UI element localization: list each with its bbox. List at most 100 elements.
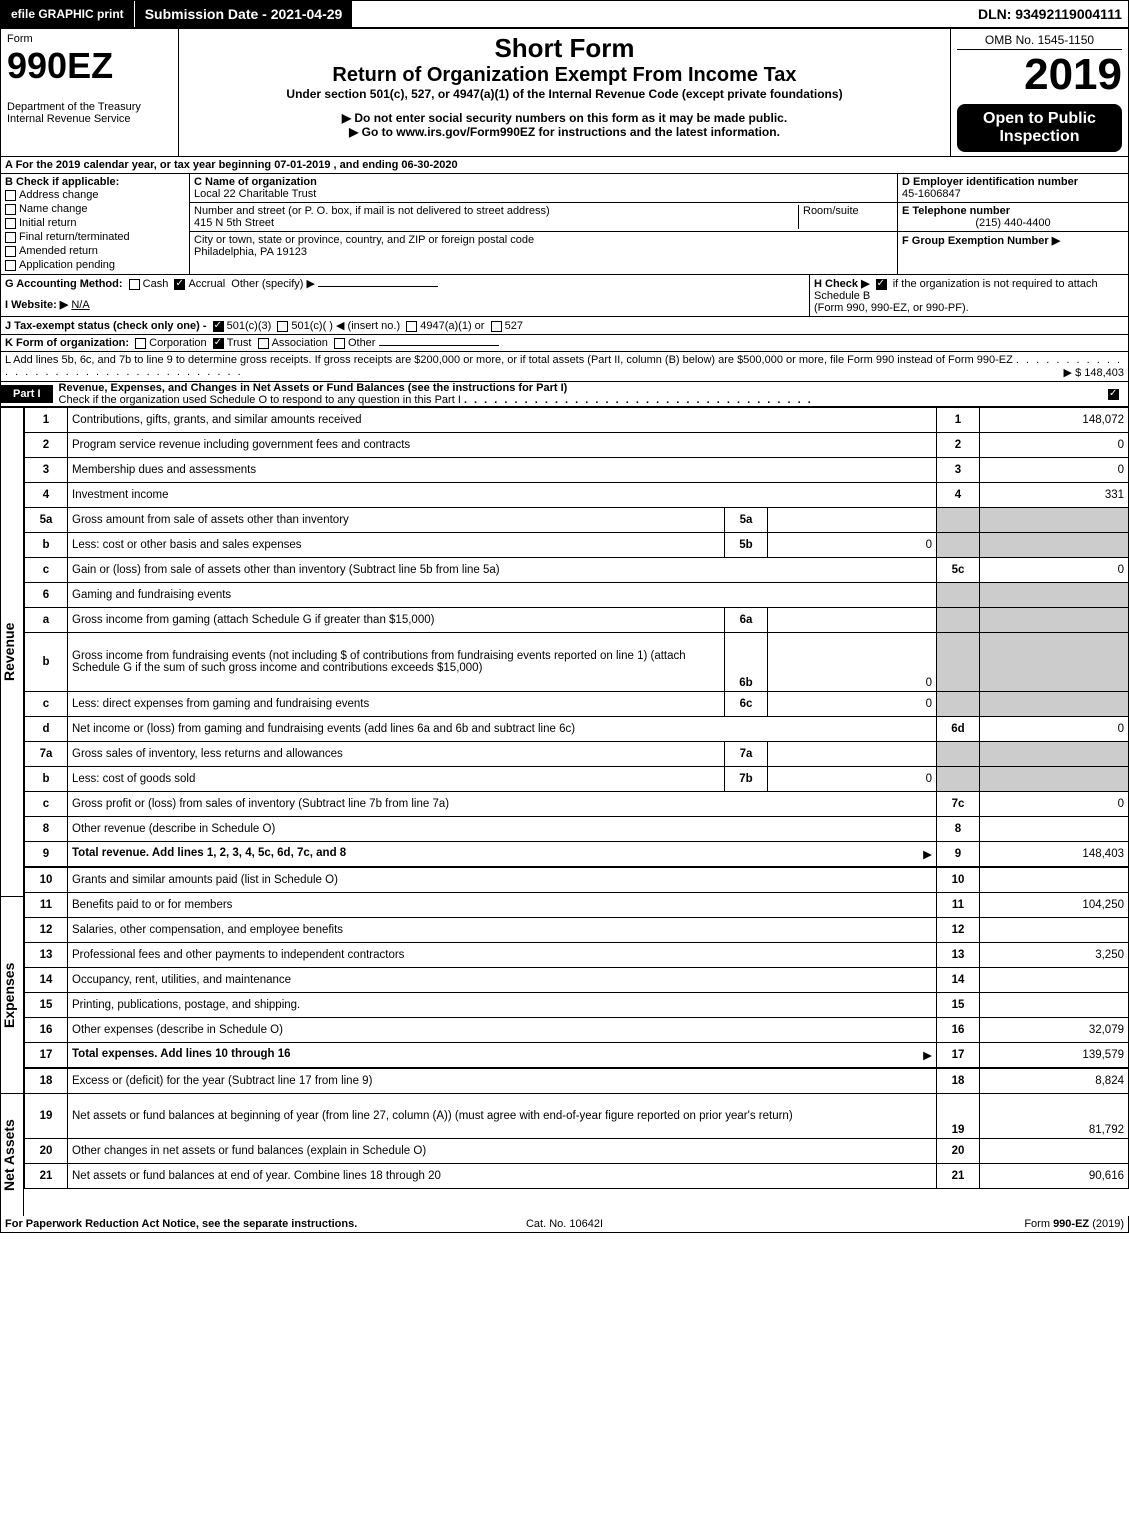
amt-4: 331 xyxy=(980,483,1129,508)
opt-501c: 501(c)( ) ◀ (insert no.) xyxy=(291,320,400,332)
section-a-text: A For the 2019 calendar year, or tax yea… xyxy=(1,157,462,173)
netassets-table: 18Excess or (deficit) for the year (Subt… xyxy=(24,1068,1129,1189)
section-k: K Form of organization: Corporation Trus… xyxy=(0,335,1129,352)
checkbox-amended[interactable] xyxy=(5,246,16,257)
section-b: B Check if applicable: Address change Na… xyxy=(1,174,190,274)
checkbox-final-return[interactable] xyxy=(5,232,16,243)
checkbox-assoc[interactable] xyxy=(258,338,269,349)
checkbox-trust[interactable] xyxy=(213,338,224,349)
checkbox-4947[interactable] xyxy=(406,321,417,332)
part1-header: Part I Revenue, Expenses, and Changes in… xyxy=(0,382,1129,407)
label-expenses-vertical: Expenses xyxy=(0,896,24,1093)
checkbox-name-change[interactable] xyxy=(5,204,16,215)
amt-6d: 0 xyxy=(980,717,1129,742)
checkbox-cash[interactable] xyxy=(129,279,140,290)
open-public-badge: Open to Public Inspection xyxy=(957,104,1122,152)
label-i: I Website: ▶ xyxy=(5,299,68,311)
label-application-pending: Application pending xyxy=(19,259,115,271)
submission-date: Submission Date - 2021-04-29 xyxy=(135,1,353,27)
section-l: L Add lines 5b, 6c, and 7b to line 9 to … xyxy=(0,352,1129,382)
line-17: 17Total expenses. Add lines 10 through 1… xyxy=(25,1043,1129,1068)
label-initial-return: Initial return xyxy=(19,217,76,229)
opt-other-org: Other xyxy=(348,337,376,349)
label-phone: E Telephone number xyxy=(902,205,1010,217)
label-final-return: Final return/terminated xyxy=(19,231,130,243)
checkbox-accrual[interactable] xyxy=(174,279,185,290)
label-org-name: C Name of organization xyxy=(194,176,317,188)
amt-9: 148,403 xyxy=(980,842,1129,867)
section-j: J Tax-exempt status (check only one) - 5… xyxy=(0,317,1129,335)
phone: (215) 440-4400 xyxy=(902,217,1124,229)
label-netassets-vertical: Net Assets xyxy=(0,1093,24,1216)
line-16: 16Other expenses (describe in Schedule O… xyxy=(25,1018,1129,1043)
checkbox-initial-return[interactable] xyxy=(5,218,16,229)
line-14: 14Occupancy, rent, utilities, and mainte… xyxy=(25,968,1129,993)
checkbox-501c[interactable] xyxy=(277,321,288,332)
website-value: N/A xyxy=(71,299,89,311)
l-amount: ▶ $ 148,403 xyxy=(1064,366,1124,379)
amt-16: 32,079 xyxy=(980,1018,1129,1043)
footer-mid: Cat. No. 10642I xyxy=(378,1218,751,1230)
part1-title: Revenue, Expenses, and Changes in Net As… xyxy=(59,382,568,394)
expenses-table: 10Grants and similar amounts paid (list … xyxy=(24,867,1129,1068)
checkbox-501c3[interactable] xyxy=(213,321,224,332)
footer-right: Form 990-EZ (2019) xyxy=(751,1218,1124,1230)
amt-5c: 0 xyxy=(980,558,1129,583)
form-word: Form xyxy=(7,33,172,45)
section-bcdef: B Check if applicable: Address change Na… xyxy=(0,174,1129,275)
tax-year: 2019 xyxy=(957,50,1122,100)
line-10: 10Grants and similar amounts paid (list … xyxy=(25,868,1129,893)
amt-13: 3,250 xyxy=(980,943,1129,968)
checkbox-h[interactable] xyxy=(876,279,887,290)
label-city: City or town, state or province, country… xyxy=(194,234,534,246)
section-gh: G Accounting Method: Cash Accrual Other … xyxy=(0,275,1129,317)
amt-11: 104,250 xyxy=(980,893,1129,918)
label-room: Room/suite xyxy=(798,205,893,229)
label-j: J Tax-exempt status (check only one) - xyxy=(5,320,207,332)
checkbox-527[interactable] xyxy=(491,321,502,332)
part1-label: Part I xyxy=(1,385,53,403)
ein: 45-1606847 xyxy=(902,188,961,200)
amt-3: 0 xyxy=(980,458,1129,483)
line-15: 15Printing, publications, postage, and s… xyxy=(25,993,1129,1018)
checkbox-part1-scho[interactable] xyxy=(1108,389,1119,400)
checkbox-corp[interactable] xyxy=(135,338,146,349)
note-goto: ▶ Go to www.irs.gov/Form990EZ for instru… xyxy=(185,125,944,139)
top-bar: efile GRAPHIC print Submission Date - 20… xyxy=(0,0,1129,28)
l-text: L Add lines 5b, 6c, and 7b to line 9 to … xyxy=(5,354,1013,366)
line-7c: cGross profit or (loss) from sales of in… xyxy=(25,792,1129,817)
line-13: 13Professional fees and other payments t… xyxy=(25,943,1129,968)
label-ein: D Employer identification number xyxy=(902,176,1078,188)
line-8: 8Other revenue (describe in Schedule O)8 xyxy=(25,817,1129,842)
opt-trust: Trust xyxy=(227,337,252,349)
line-6: 6Gaming and fundraising events xyxy=(25,583,1129,608)
label-cash: Cash xyxy=(143,278,169,290)
checkbox-other-org[interactable] xyxy=(334,338,345,349)
revenue-table: 1Contributions, gifts, grants, and simil… xyxy=(24,407,1129,867)
label-other-method: Other (specify) ▶ xyxy=(231,278,315,290)
amt-19: 81,792 xyxy=(980,1094,1129,1139)
amt-7c: 0 xyxy=(980,792,1129,817)
line-7a: 7aGross sales of inventory, less returns… xyxy=(25,742,1129,767)
line-6a: aGross income from gaming (attach Schedu… xyxy=(25,608,1129,633)
label-name-change: Name change xyxy=(19,203,88,215)
opt-4947: 4947(a)(1) or xyxy=(420,320,484,332)
address: 415 N 5th Street xyxy=(194,217,274,229)
amt-18: 8,824 xyxy=(980,1069,1129,1094)
label-group-exemption: F Group Exemption Number ▶ xyxy=(902,235,1060,247)
page-footer: For Paperwork Reduction Act Notice, see … xyxy=(0,1216,1129,1233)
checkbox-address-change[interactable] xyxy=(5,190,16,201)
amt-2: 0 xyxy=(980,433,1129,458)
line-6c: cLess: direct expenses from gaming and f… xyxy=(25,692,1129,717)
label-accrual: Accrual xyxy=(188,278,225,290)
line-9: 9Total revenue. Add lines 1, 2, 3, 4, 5c… xyxy=(25,842,1129,867)
other-org-input[interactable] xyxy=(379,345,499,346)
other-method-input[interactable] xyxy=(318,286,438,287)
efile-print-button[interactable]: efile GRAPHIC print xyxy=(1,1,135,27)
form-header: Form 990EZ Department of the Treasury In… xyxy=(0,28,1129,157)
label-h: H Check ▶ xyxy=(814,278,870,290)
note-ssn: ▶ Do not enter social security numbers o… xyxy=(185,111,944,125)
label-k: K Form of organization: xyxy=(5,337,129,349)
line-5b: bLess: cost or other basis and sales exp… xyxy=(25,533,1129,558)
checkbox-application-pending[interactable] xyxy=(5,260,16,271)
